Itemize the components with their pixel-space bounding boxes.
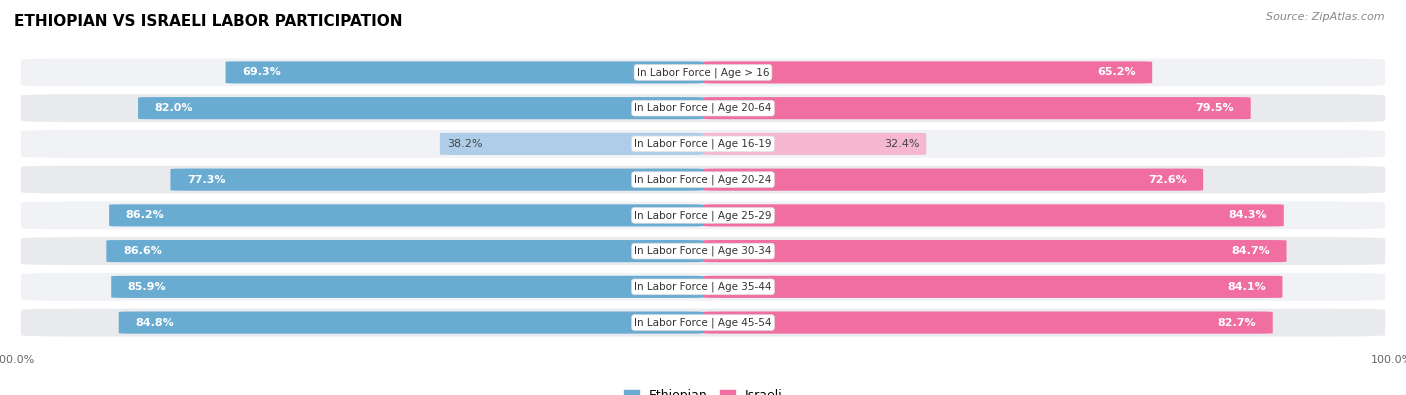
FancyBboxPatch shape — [703, 133, 927, 155]
FancyBboxPatch shape — [703, 97, 1251, 119]
FancyBboxPatch shape — [703, 61, 1152, 83]
FancyBboxPatch shape — [21, 273, 1385, 301]
FancyBboxPatch shape — [118, 312, 703, 334]
Text: 82.7%: 82.7% — [1218, 318, 1256, 327]
Text: Source: ZipAtlas.com: Source: ZipAtlas.com — [1267, 12, 1385, 22]
FancyBboxPatch shape — [21, 130, 1385, 158]
Text: In Labor Force | Age 16-19: In Labor Force | Age 16-19 — [634, 139, 772, 149]
Text: 79.5%: 79.5% — [1195, 103, 1234, 113]
Legend: Ethiopian, Israeli: Ethiopian, Israeli — [619, 384, 787, 395]
FancyBboxPatch shape — [440, 133, 703, 155]
FancyBboxPatch shape — [703, 169, 1204, 191]
Text: 65.2%: 65.2% — [1097, 68, 1136, 77]
FancyBboxPatch shape — [21, 237, 1385, 265]
Text: 77.3%: 77.3% — [187, 175, 225, 184]
Text: 86.2%: 86.2% — [125, 211, 165, 220]
FancyBboxPatch shape — [21, 94, 1385, 122]
Text: 84.3%: 84.3% — [1229, 211, 1267, 220]
FancyBboxPatch shape — [703, 204, 1284, 226]
Text: In Labor Force | Age > 16: In Labor Force | Age > 16 — [637, 67, 769, 78]
Text: In Labor Force | Age 30-34: In Labor Force | Age 30-34 — [634, 246, 772, 256]
Text: In Labor Force | Age 20-24: In Labor Force | Age 20-24 — [634, 174, 772, 185]
Text: 85.9%: 85.9% — [128, 282, 166, 292]
FancyBboxPatch shape — [138, 97, 703, 119]
Text: In Labor Force | Age 20-64: In Labor Force | Age 20-64 — [634, 103, 772, 113]
Text: 84.1%: 84.1% — [1227, 282, 1265, 292]
Text: 84.8%: 84.8% — [135, 318, 174, 327]
FancyBboxPatch shape — [111, 276, 703, 298]
FancyBboxPatch shape — [21, 308, 1385, 337]
Text: 38.2%: 38.2% — [447, 139, 482, 149]
Text: 72.6%: 72.6% — [1147, 175, 1187, 184]
FancyBboxPatch shape — [703, 312, 1272, 334]
Text: 86.6%: 86.6% — [122, 246, 162, 256]
FancyBboxPatch shape — [107, 240, 703, 262]
Text: ETHIOPIAN VS ISRAELI LABOR PARTICIPATION: ETHIOPIAN VS ISRAELI LABOR PARTICIPATION — [14, 14, 402, 29]
FancyBboxPatch shape — [21, 58, 1385, 87]
FancyBboxPatch shape — [703, 240, 1286, 262]
Text: In Labor Force | Age 25-29: In Labor Force | Age 25-29 — [634, 210, 772, 221]
Text: 32.4%: 32.4% — [884, 139, 920, 149]
Text: 84.7%: 84.7% — [1232, 246, 1270, 256]
Text: 69.3%: 69.3% — [242, 68, 281, 77]
FancyBboxPatch shape — [110, 204, 703, 226]
Text: 82.0%: 82.0% — [155, 103, 193, 113]
FancyBboxPatch shape — [21, 166, 1385, 194]
FancyBboxPatch shape — [703, 276, 1282, 298]
FancyBboxPatch shape — [170, 169, 703, 191]
FancyBboxPatch shape — [225, 61, 703, 83]
Text: In Labor Force | Age 45-54: In Labor Force | Age 45-54 — [634, 317, 772, 328]
FancyBboxPatch shape — [21, 201, 1385, 229]
Text: In Labor Force | Age 35-44: In Labor Force | Age 35-44 — [634, 282, 772, 292]
